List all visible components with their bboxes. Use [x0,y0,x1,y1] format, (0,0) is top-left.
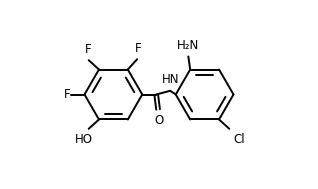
Text: O: O [154,114,164,127]
Text: Cl: Cl [233,133,245,146]
Text: H₂N: H₂N [177,39,199,52]
Text: F: F [64,88,70,101]
Text: HN: HN [162,73,179,86]
Text: F: F [135,42,142,55]
Text: F: F [85,43,91,56]
Text: HO: HO [74,133,93,146]
